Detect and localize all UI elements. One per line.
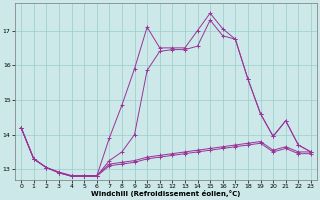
X-axis label: Windchill (Refroidissement éolien,°C): Windchill (Refroidissement éolien,°C) (91, 190, 241, 197)
